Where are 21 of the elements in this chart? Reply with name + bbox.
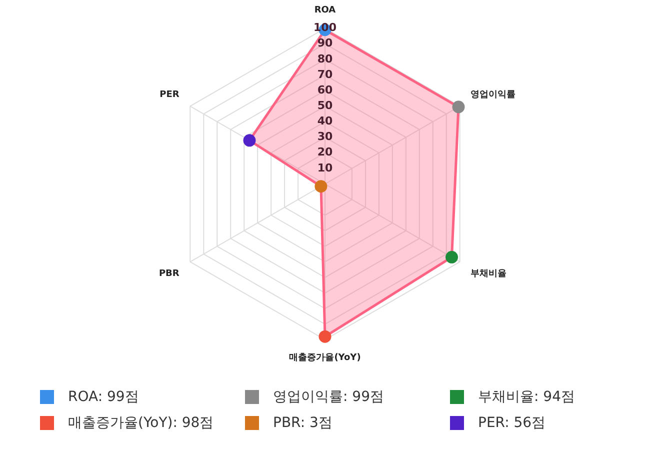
y-tick-label: 70 bbox=[317, 68, 333, 81]
text: PER: 56점 bbox=[478, 414, 546, 432]
text: 부채비율: 94점 bbox=[478, 388, 575, 406]
spoke-label: 매출증가율(YoY) bbox=[289, 352, 361, 363]
y-tick-label: 80 bbox=[317, 52, 333, 66]
y-tick-label: 30 bbox=[317, 130, 333, 144]
y-tick-label: 50 bbox=[317, 99, 333, 112]
y-tick-label: 40 bbox=[317, 114, 333, 128]
text: PBR: 3점 bbox=[273, 414, 332, 432]
y-tick-label: 20 bbox=[317, 146, 333, 159]
spoke-label: PBR bbox=[158, 268, 180, 279]
spoke-label: 영업이익률 bbox=[470, 90, 516, 100]
y-tick-label: 90 bbox=[317, 36, 333, 50]
text: 매출증가율(YoY): 98점 bbox=[68, 414, 214, 432]
spoke-label: 부채비율 bbox=[470, 268, 507, 279]
y-tick-label: 60 bbox=[317, 83, 333, 96]
y-tick-label: 10 bbox=[317, 161, 333, 174]
spoke-label: PER bbox=[160, 90, 180, 100]
text: ROA: 99점 bbox=[68, 388, 139, 406]
spoke-label: ROA bbox=[314, 6, 336, 16]
text: 영업이익률: 99점 bbox=[273, 388, 384, 406]
